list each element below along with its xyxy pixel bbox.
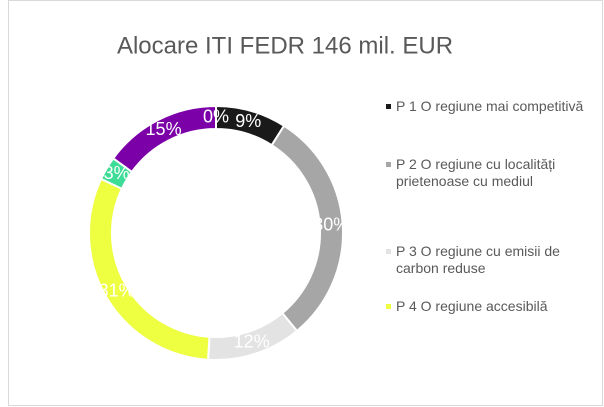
data-label: 15% bbox=[146, 119, 182, 139]
legend-label: P 4 O regiune accesibilă bbox=[396, 298, 548, 314]
legend-marker bbox=[386, 304, 391, 309]
legend-marker bbox=[386, 249, 391, 254]
legend-label: P 3 O regiune cu emisii de carbon reduse bbox=[396, 243, 560, 276]
legend-marker bbox=[386, 162, 391, 167]
legend-label: P 2 O regiune cu localități prietenoase … bbox=[396, 156, 556, 189]
data-label: 3% bbox=[104, 163, 130, 183]
legend-label: P 1 O regiune mai competitivă bbox=[396, 98, 584, 114]
chart-title: Alocare ITI FEDR 146 mil. EUR bbox=[117, 32, 453, 59]
data-label: 31% bbox=[99, 281, 135, 301]
data-label: 12% bbox=[234, 332, 270, 352]
data-label: 9% bbox=[235, 111, 261, 131]
data-label: 30% bbox=[313, 214, 349, 234]
data-label: 0% bbox=[203, 106, 229, 126]
legend-marker bbox=[386, 104, 391, 109]
